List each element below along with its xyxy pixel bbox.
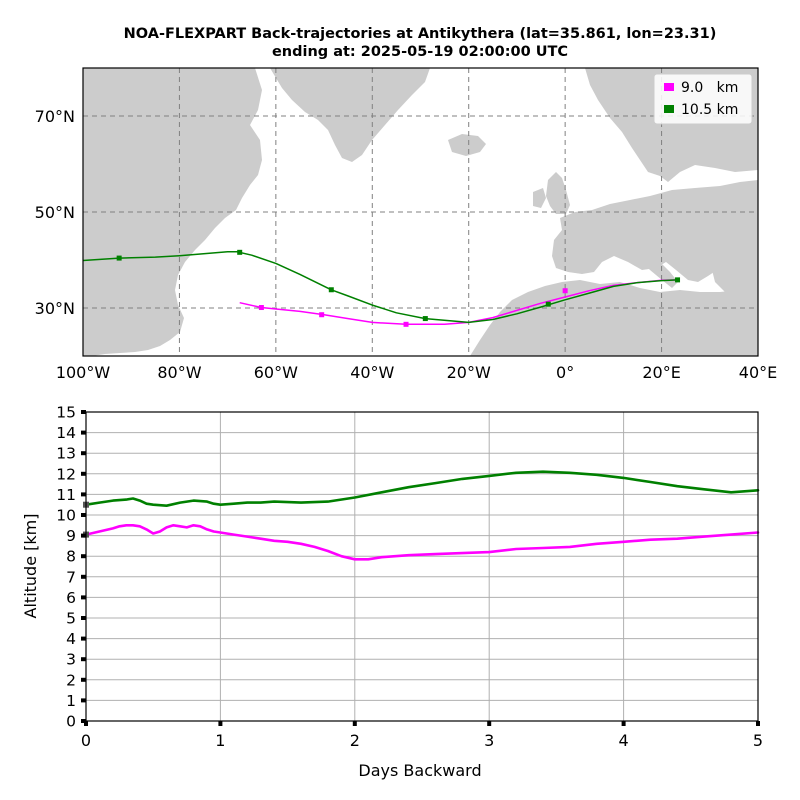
y-tick-label: 10: [56, 507, 76, 525]
land-italy: [640, 250, 678, 288]
map-grid: [83, 68, 758, 356]
legend-box: [653, 73, 753, 125]
map-trajectory-marker: [237, 249, 243, 255]
y-tick-label: 8: [66, 548, 76, 566]
map-x-tick-label: 60°W: [254, 363, 298, 382]
map-x-tick-label: 100°W: [56, 363, 111, 382]
land-africa: [470, 280, 758, 356]
map-x-tick-label: 20°W: [447, 363, 491, 382]
land-middle-east: [712, 260, 758, 298]
y-tick-label: 7: [66, 568, 76, 586]
y-tick-label: 4: [66, 630, 76, 648]
map-trajectory-marker: [675, 277, 681, 283]
y-axis-label: Altitude [km]: [21, 514, 40, 619]
y-tick-label: 13: [56, 445, 76, 463]
x-tick-label: 5: [753, 731, 763, 750]
map-y-tick-label: 70°N: [35, 107, 75, 126]
legend-swatch-10km: [664, 105, 674, 113]
map-trajectory-1: [82, 251, 678, 324]
map-x-tick-label: 80°W: [157, 363, 201, 382]
land-iceland: [448, 134, 486, 156]
map-title-line2: ending at: 2025-05-19 02:00:00 UTC: [272, 44, 568, 60]
x-tick-label: 3: [484, 731, 494, 750]
y-tick-label: 1: [66, 692, 76, 710]
altitude-line-1: [84, 470, 760, 508]
map-x-tick-label: 40°E: [739, 363, 777, 382]
legend: 9.0 km 10.5 km: [653, 73, 753, 125]
y-tick-label: 9: [66, 527, 76, 545]
trajectory-map: 100°W 80°W 60°W 40°W 20°W 0° 20°E 40°E 30°N 50°N 7…: [35, 67, 778, 382]
y-tick-label: 15: [56, 404, 76, 422]
x-tick-label: 4: [619, 731, 629, 750]
y-tick-label: 2: [66, 671, 76, 689]
y-tick-label: 0: [66, 713, 76, 731]
map-y-tick-label: 30°N: [35, 299, 75, 318]
x-tick-label: 2: [350, 731, 360, 750]
map-x-tick-label: 0°: [556, 363, 574, 382]
plot-frame: [85, 411, 759, 722]
legend-swatch-9km: [664, 83, 674, 91]
map-trajectory-marker: [562, 288, 568, 294]
map-trajectory-marker: [258, 305, 264, 311]
y-tick-label: 11: [56, 486, 76, 504]
map-x-tick-label: 20°E: [642, 363, 680, 382]
map-trajectory-marker: [422, 316, 428, 322]
land-greenland: [270, 68, 430, 162]
land-britain: [546, 172, 570, 214]
land-ireland: [533, 188, 546, 208]
map-title-line1: NOA-FLEXPART Back-trajectories at Antiky…: [124, 26, 717, 42]
map-frame: [82, 67, 759, 357]
land-masses: [83, 68, 758, 356]
x-axis-label: Days Backward: [358, 761, 481, 780]
map-trajectory-marker: [545, 301, 551, 307]
x-tick-label: 1: [215, 731, 225, 750]
x-tick-label: 0: [81, 731, 91, 750]
y-tick-label: 3: [66, 651, 76, 669]
map-trajectory-0: [239, 279, 678, 326]
map-tick-labels: 100°W 80°W 60°W 40°W 20°W 0° 20°E 40°E 30°N 50°N 7…: [35, 107, 778, 382]
altitude-line-0: [84, 523, 760, 561]
y-tick-label: 5: [66, 610, 76, 628]
map-trajectory-marker: [403, 321, 409, 327]
map-x-tick-label: 40°W: [350, 363, 394, 382]
land-europe: [552, 180, 758, 282]
y-tick-label: 12: [56, 465, 76, 483]
land-north-america: [83, 68, 262, 356]
map-trajectory-marker: [328, 287, 334, 293]
map-trajectory-marker: [319, 312, 325, 318]
map-trajectory-marker: [116, 255, 122, 261]
legend-label-9km: 9.0 km: [681, 80, 738, 96]
y-tick-label: 6: [66, 589, 76, 607]
legend-label-10km: 10.5 km: [681, 102, 738, 118]
map-y-tick-label: 50°N: [35, 203, 75, 222]
map-trajectories: [82, 249, 681, 327]
y-tick-label: 14: [56, 424, 76, 442]
plot-area: [86, 412, 758, 721]
